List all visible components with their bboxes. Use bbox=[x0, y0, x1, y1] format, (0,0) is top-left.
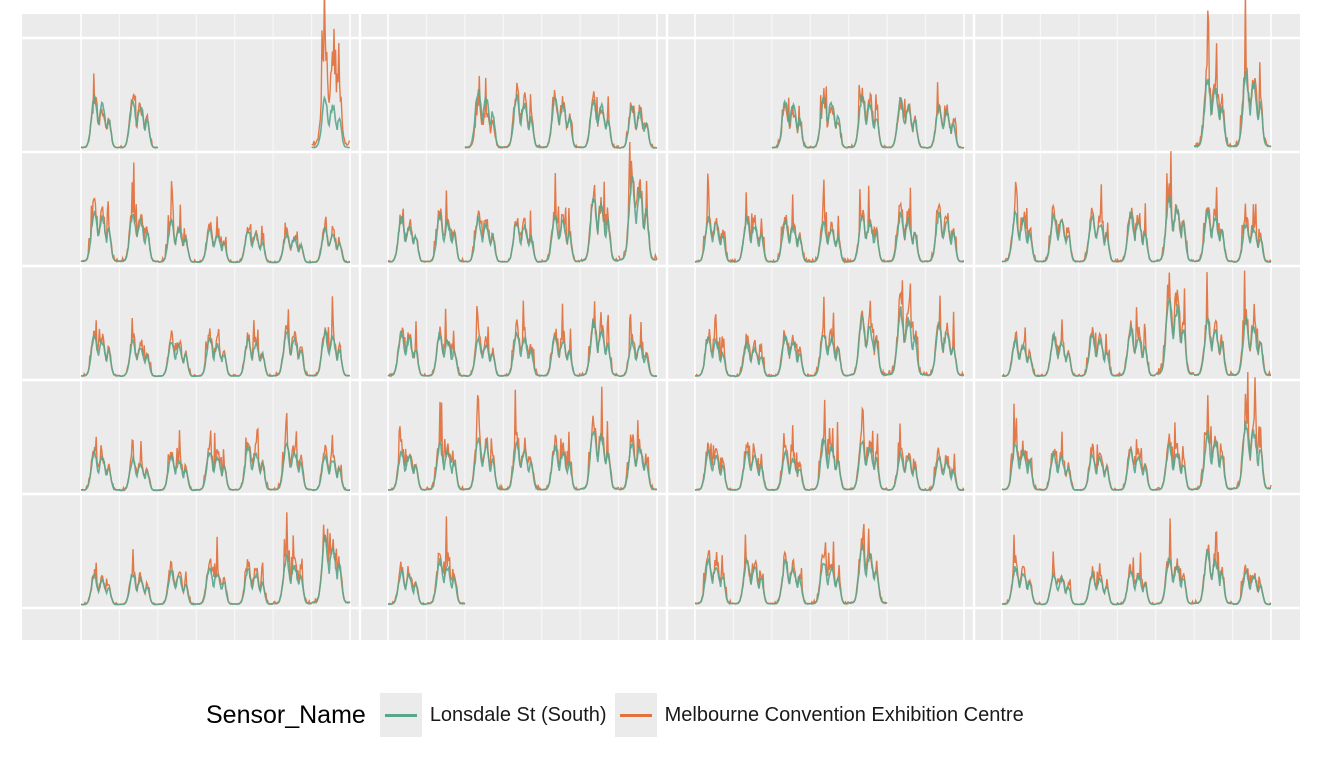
facet-r2-c2 bbox=[694, 280, 965, 378]
facet-r1-c3 bbox=[1001, 151, 1272, 264]
series-line-lonsdale bbox=[694, 542, 888, 605]
series-line-lonsdale bbox=[1002, 195, 1272, 263]
series-line-lonsdale bbox=[387, 175, 658, 263]
legend-line-mcec bbox=[619, 714, 652, 717]
series-line-lonsdale bbox=[387, 319, 658, 378]
series-line-lonsdale bbox=[81, 328, 351, 378]
legend-label-lonsdale: Lonsdale St (South) bbox=[429, 703, 607, 726]
legend-label-mcec: Melbourne Convention Exhibition Centre bbox=[664, 703, 1024, 726]
series-line-lonsdale bbox=[1001, 297, 1271, 378]
legend-title: Sensor_Name bbox=[206, 700, 366, 729]
series-line-lonsdale bbox=[1001, 420, 1272, 492]
panel-background bbox=[22, 14, 1300, 640]
series-line-lonsdale bbox=[388, 557, 466, 606]
facet-r0-c2 bbox=[771, 82, 965, 149]
facet-r0-c1 bbox=[464, 75, 658, 150]
series-line-lonsdale bbox=[80, 210, 351, 264]
facet-r1-c2 bbox=[694, 173, 965, 265]
series-line-lonsdale bbox=[695, 306, 965, 378]
series-line-lonsdale bbox=[464, 88, 658, 149]
legend: Sensor_Name Lonsdale St (South) Melbourn… bbox=[206, 692, 1032, 738]
facet-r3-c2 bbox=[694, 399, 965, 493]
major-gridlines bbox=[22, 14, 1300, 640]
facet-r4-c1 bbox=[388, 516, 466, 606]
facet-r4-c2 bbox=[694, 523, 888, 606]
legend-key-lonsdale bbox=[379, 693, 422, 737]
facet-r2-c3 bbox=[1001, 270, 1272, 378]
minor-gridlines bbox=[80, 14, 1272, 640]
series-line-lonsdale bbox=[81, 441, 351, 492]
facet-r1-c1 bbox=[387, 141, 658, 263]
legend-key-mcec bbox=[614, 693, 657, 737]
facet-r4-c3 bbox=[1001, 518, 1272, 606]
facet-r3-c1 bbox=[387, 386, 658, 492]
series-line-lonsdale bbox=[81, 534, 351, 606]
facet-r1-c0 bbox=[80, 162, 351, 264]
legend-line-lonsdale bbox=[384, 714, 417, 717]
series-line-lonsdale bbox=[387, 430, 658, 491]
series-line-lonsdale bbox=[1194, 70, 1271, 148]
series-line-lonsdale bbox=[1001, 548, 1271, 606]
series-line-lonsdale bbox=[771, 94, 965, 149]
facet-r0-c3 bbox=[1193, 0, 1272, 149]
facet-r2-c0 bbox=[80, 296, 351, 378]
facet-r3-c3 bbox=[1001, 371, 1272, 492]
facet-r3-c0 bbox=[80, 412, 351, 492]
facet-r0-c0 bbox=[80, 0, 351, 149]
series-line-lonsdale bbox=[80, 93, 351, 149]
series-line-lonsdale bbox=[694, 211, 964, 263]
facet-r2-c1 bbox=[387, 300, 658, 378]
facet-r4-c0 bbox=[80, 512, 351, 606]
facet-panels bbox=[80, 0, 1272, 606]
series-line-lonsdale bbox=[694, 437, 965, 492]
